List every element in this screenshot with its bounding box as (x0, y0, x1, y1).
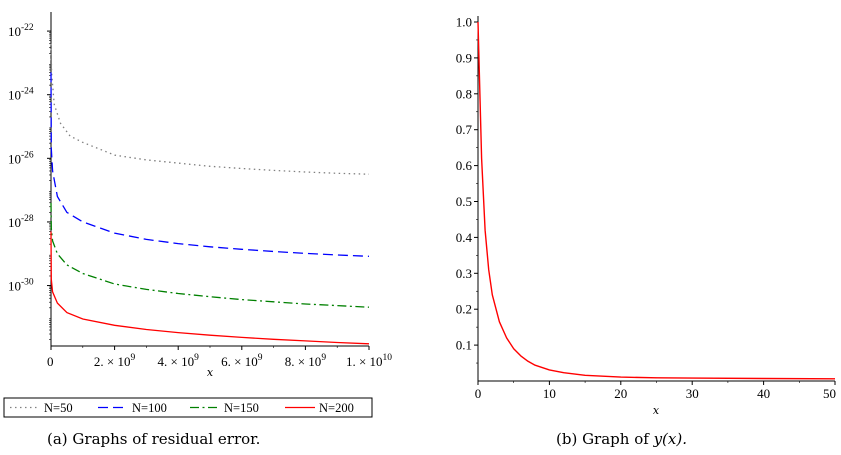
y-tick-label: 0.4 (456, 230, 473, 245)
y-tick-label: 0.7 (456, 122, 473, 137)
y-tick-label: 0.3 (456, 266, 472, 281)
caption-a: (a) Graphs of residual error. (47, 430, 260, 448)
x-tick-label: 4. × 109 (158, 353, 200, 369)
y-tick-label: 0.2 (456, 302, 472, 317)
legend-box (3, 397, 373, 418)
residual-error-legend: N=50 N=100 N=150 N=200 (3, 397, 373, 418)
x-tick-label: 40 (757, 386, 770, 401)
y-tick-label: 0.1 (456, 338, 472, 353)
y-tick-label: 10-30 (8, 278, 34, 294)
x-tick-label: 0 (47, 354, 54, 369)
legend-label: N=150 (224, 401, 259, 415)
caption-b-text: (b) Graph of (556, 430, 654, 448)
x-tick-label: 8. × 109 (285, 353, 327, 369)
y-tick-label: 10-22 (8, 23, 34, 39)
y-tick-label: 10-26 (8, 150, 34, 166)
x-axis-label: x (653, 404, 660, 417)
legend-label: N=50 (44, 401, 73, 415)
caption-a-text: (a) Graphs of residual error. (47, 430, 261, 448)
caption-b-math: y(x). (653, 430, 687, 448)
series-line (477, 21, 836, 380)
legend-label: N=200 (319, 401, 354, 415)
x-tick-label: 2. × 109 (94, 353, 136, 369)
series-line (50, 202, 370, 308)
x-tick-label: 6. × 109 (221, 353, 263, 369)
x-tick-label: 1. × 1010 (346, 353, 392, 369)
y-tick-label: 10-28 (8, 214, 34, 230)
series-line (50, 43, 370, 175)
x-tick-label: 0 (475, 386, 482, 401)
series-line (50, 231, 370, 345)
x-tick-label: 30 (686, 386, 699, 401)
y-tick-label: 10-24 (8, 87, 34, 103)
y-of-x-plot: 0.1 0.2 0.3 0.4 0.5 0.6 0.7 0.8 0.9 1.0 0 10 20 30 40 5… (456, 15, 836, 418)
y-tick-label: 0.6 (456, 158, 473, 173)
y-tick-label: 1.0 (456, 15, 472, 30)
x-tick-label: 50 (823, 386, 836, 401)
residual-error-plot: 10-22 10-24 10-26 10-28 10-30 0 2. × 109 4. × 1… (8, 12, 392, 379)
x-tick-label: 10 (543, 386, 556, 401)
series-line (50, 72, 370, 257)
y-tick-label: 0.9 (456, 50, 472, 65)
legend-label: N=100 (132, 401, 167, 415)
caption-b: (b) Graph of y(x). (556, 430, 687, 448)
x-axis-label: x (207, 366, 214, 379)
y-tick-label: 0.8 (456, 86, 472, 101)
x-tick-label: 20 (614, 386, 627, 401)
y-tick-label: 0.5 (456, 194, 472, 209)
